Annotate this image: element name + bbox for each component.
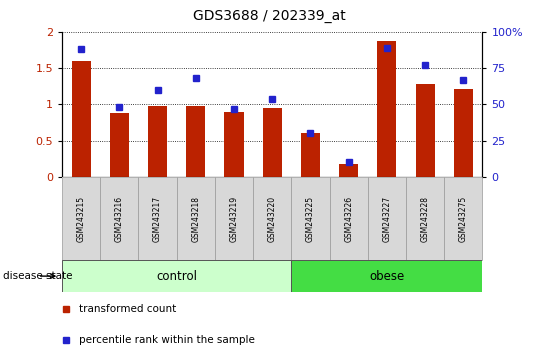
Bar [454,89,473,177]
Bar [110,113,129,177]
Text: GSM243227: GSM243227 [382,195,391,242]
Bar [62,177,100,260]
Bar [177,177,215,260]
Text: GSM243215: GSM243215 [77,195,86,242]
Bar [139,177,177,260]
Bar [291,260,482,292]
Text: GSM243217: GSM243217 [153,195,162,242]
Bar [339,164,358,177]
Text: GSM243220: GSM243220 [268,195,277,242]
Text: disease state: disease state [3,271,72,281]
Text: GSM243225: GSM243225 [306,195,315,242]
Bar [444,177,482,260]
Text: GSM243218: GSM243218 [191,196,201,241]
Bar [368,177,406,260]
Text: GSM243226: GSM243226 [344,195,353,242]
Bar [100,177,139,260]
Text: GSM243216: GSM243216 [115,195,124,242]
Bar [329,177,368,260]
Bar [215,177,253,260]
Text: GSM243219: GSM243219 [230,195,238,242]
Text: percentile rank within the sample: percentile rank within the sample [79,335,254,346]
Bar [148,106,167,177]
Bar [406,177,444,260]
Bar [62,260,291,292]
Bar [186,106,205,177]
Text: transformed count: transformed count [79,304,176,314]
Bar [253,177,291,260]
Text: GSM243228: GSM243228 [420,196,430,241]
Text: GDS3688 / 202339_at: GDS3688 / 202339_at [193,9,346,23]
Bar [291,177,329,260]
Bar [377,41,396,177]
Bar [72,61,91,177]
Text: GSM243275: GSM243275 [459,195,468,242]
Bar [301,133,320,177]
Bar [416,84,434,177]
Text: obese: obese [369,270,404,282]
Bar [262,108,282,177]
Text: control: control [156,270,197,282]
Bar [224,112,244,177]
